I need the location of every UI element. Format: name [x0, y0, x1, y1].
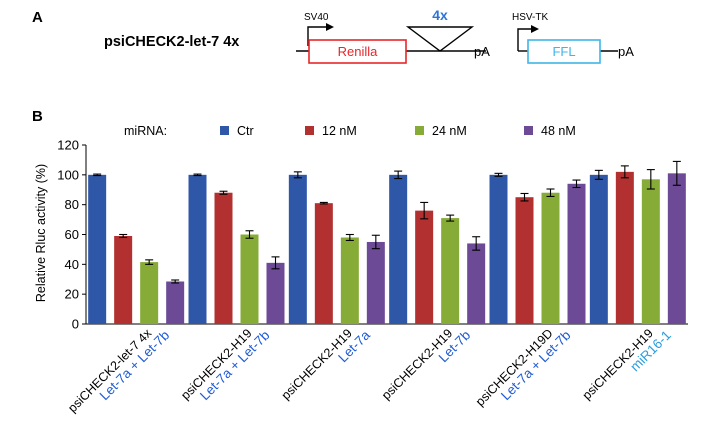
sv40-label: SV40 — [304, 12, 329, 23]
bar — [114, 235, 133, 324]
panel-b: B miRNA: Ctr 12 nM 24 nM 48 nM 0 20 40 60 80 100… — [32, 108, 688, 415]
bar — [366, 241, 385, 324]
y-tick-label: 40 — [65, 257, 79, 272]
bar — [214, 192, 233, 324]
construct-name: psiCHECK2-let-7 4x — [104, 34, 239, 50]
bar — [667, 173, 686, 324]
bar — [541, 192, 560, 324]
bar — [166, 281, 185, 324]
x-construct-label: psiCHECK2-H19 — [379, 326, 455, 402]
bar — [615, 171, 634, 324]
y-tick-label: 100 — [57, 167, 79, 182]
legend-swatch — [305, 126, 314, 135]
bar — [340, 237, 359, 324]
bar — [489, 174, 508, 324]
legend-label: 48 nM — [541, 124, 576, 138]
pa2-label: pA — [618, 44, 634, 59]
bar — [567, 183, 586, 324]
bar — [641, 179, 660, 324]
bar — [589, 174, 608, 324]
bar — [389, 174, 408, 324]
bar — [515, 197, 534, 324]
bar — [288, 174, 307, 324]
bar — [314, 203, 333, 324]
panel-a-label: A — [32, 9, 43, 26]
chart-error-bars — [93, 160, 681, 284]
y-axis-label: Relative Rluc activity (%) — [34, 164, 48, 302]
chart-legend: Ctr 12 nM 24 nM 48 nM — [220, 124, 576, 138]
hsvtk-label: HSV-TK — [512, 12, 548, 23]
panel-b-label: B — [32, 108, 43, 125]
x-construct-label: psiCHECK2-H19 — [279, 326, 355, 402]
y-tick-label: 0 — [72, 317, 79, 332]
chart-axes: 0 20 40 60 80 100 120 — [57, 138, 688, 332]
legend-label: Ctr — [237, 124, 254, 138]
insert-triangle-icon — [405, 26, 475, 52]
bar — [441, 218, 460, 324]
ffl-box — [527, 39, 601, 64]
insert-label: 4x — [432, 7, 448, 23]
legend-title: miRNA: — [124, 124, 167, 138]
bar — [188, 174, 207, 324]
bar — [140, 262, 159, 324]
legend-swatch — [220, 126, 229, 135]
renilla-box — [308, 39, 407, 64]
legend-label: 24 nM — [432, 124, 467, 138]
hsvtk-promoter-arrow — [517, 28, 532, 51]
bar — [240, 234, 259, 324]
panel-a: A psiCHECK2-let-7 4x SV40 Renilla 4x pA … — [32, 7, 634, 64]
legend-label: 12 nM — [322, 124, 357, 138]
y-tick-label: 80 — [65, 197, 79, 212]
sv40-promoter-arrow — [307, 26, 326, 46]
bar — [467, 243, 486, 324]
legend-swatch — [415, 126, 424, 135]
chart-bars — [88, 171, 686, 324]
sv40-arrow-head-icon — [326, 23, 334, 31]
hsvtk-arrow-head-icon — [531, 25, 539, 33]
renilla-label: Renilla — [338, 44, 379, 59]
legend-swatch — [524, 126, 533, 135]
x-construct-label: psiCHECK2-let-7 4x — [65, 326, 155, 416]
ffl-label: FFL — [552, 44, 575, 59]
bar — [415, 210, 434, 324]
bar — [88, 174, 107, 324]
bar — [266, 262, 285, 324]
y-tick-label: 20 — [65, 287, 79, 302]
y-tick-label: 60 — [65, 227, 79, 242]
y-tick-label: 120 — [57, 138, 79, 153]
pa1-label: pA — [474, 44, 490, 59]
